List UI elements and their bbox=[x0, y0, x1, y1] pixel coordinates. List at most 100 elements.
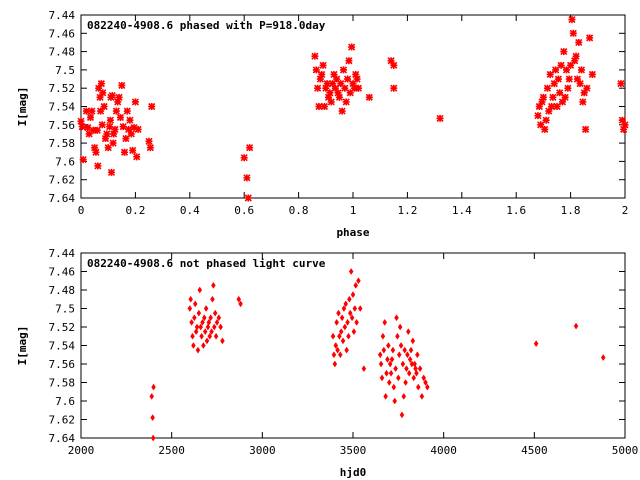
unphased-data-point bbox=[191, 342, 196, 349]
unphased-data-point bbox=[197, 286, 203, 294]
unphased-data-point bbox=[392, 397, 398, 405]
phased-data-point bbox=[126, 116, 134, 124]
phased-data-point bbox=[145, 137, 153, 145]
phased-data-point bbox=[94, 162, 102, 170]
phased-data-point bbox=[100, 102, 108, 111]
phased-data-point bbox=[341, 84, 349, 92]
phased-y-tick-label: 7.6 bbox=[55, 155, 75, 168]
unphased-data-point bbox=[421, 374, 427, 382]
unphased-y-tick-label: 7.44 bbox=[49, 247, 76, 260]
unphased-data-point bbox=[379, 374, 385, 382]
phased-x-tick-label: 1.2 bbox=[397, 204, 417, 217]
unphased-x-tick-label: 4500 bbox=[521, 444, 548, 457]
unphased-y-axis-title: I[mag] bbox=[16, 326, 29, 366]
phased-data-point bbox=[122, 134, 130, 143]
unphased-data-point bbox=[404, 365, 409, 373]
phased-data-point bbox=[84, 123, 92, 132]
phased-data-point bbox=[312, 66, 320, 74]
unphased-x-tick-label: 3000 bbox=[249, 444, 276, 457]
phased-plot-frame bbox=[80, 14, 626, 199]
phased-data-point bbox=[104, 144, 112, 152]
phased-data-point bbox=[240, 154, 248, 162]
phased-data-point bbox=[86, 113, 95, 122]
unphased-data-point bbox=[423, 379, 428, 386]
unphased-data-point bbox=[212, 309, 218, 317]
unphased-data-point bbox=[390, 346, 396, 354]
unphased-x-tick-label: 5000 bbox=[612, 444, 639, 457]
unphased-data-point bbox=[419, 392, 425, 400]
unphased-data-point bbox=[410, 337, 416, 345]
phased-data-point bbox=[148, 102, 156, 111]
phased-data-point bbox=[365, 93, 373, 101]
phased-x-tick-label: 0.6 bbox=[234, 204, 254, 217]
unphased-x-tick-label: 3500 bbox=[340, 444, 367, 457]
phased-data-point bbox=[436, 114, 444, 122]
phased-data-point bbox=[95, 84, 103, 92]
phased-data-point bbox=[553, 102, 561, 111]
unphased-data-point bbox=[417, 365, 423, 373]
phased-data-point bbox=[110, 130, 118, 138]
phased-data-point bbox=[319, 61, 327, 69]
phased-data-point bbox=[554, 75, 562, 83]
phased-data-point bbox=[108, 91, 116, 100]
phased-x-tick-label: 1.8 bbox=[561, 204, 581, 217]
phased-data-point bbox=[324, 93, 333, 101]
unphased-data-point bbox=[384, 369, 389, 377]
unphased-data-point bbox=[188, 295, 194, 303]
unphased-data-point bbox=[331, 351, 337, 359]
unphased-data-point bbox=[386, 379, 392, 386]
phased-data-point bbox=[134, 125, 142, 133]
phased-data-point bbox=[535, 102, 543, 111]
phased-data-point bbox=[103, 130, 111, 138]
phased-data-point bbox=[580, 89, 588, 97]
phased-x-tick-label: 1.4 bbox=[452, 204, 472, 217]
phased-data-point bbox=[314, 84, 322, 92]
unphased-data-point bbox=[189, 318, 194, 326]
unphased-x-tick-label: 4000 bbox=[430, 444, 457, 457]
unphased-data-point bbox=[339, 314, 345, 322]
phased-data-point bbox=[534, 112, 542, 120]
phased-data-point bbox=[583, 84, 591, 92]
phased-data-point bbox=[333, 75, 341, 83]
unphased-y-tick-label: 7.46 bbox=[49, 266, 76, 279]
unphased-data-point bbox=[192, 314, 197, 322]
unphased-data-point bbox=[411, 374, 417, 382]
unphased-data-point bbox=[209, 328, 214, 336]
unphased-y-tick-label: 7.62 bbox=[49, 414, 76, 427]
unphased-data-point bbox=[401, 392, 407, 400]
phased-data-point bbox=[320, 102, 329, 111]
unphased-data-point bbox=[334, 318, 339, 326]
phased-y-tick-label: 7.58 bbox=[49, 137, 76, 150]
phased-data-point bbox=[116, 113, 125, 122]
phased-data-point bbox=[539, 93, 547, 101]
unphased-x-tick-label: 2500 bbox=[158, 444, 185, 457]
phased-data-point bbox=[119, 123, 127, 131]
phased-data-point bbox=[565, 75, 573, 83]
phased-data-point bbox=[85, 130, 93, 138]
unphased-data-point bbox=[378, 360, 384, 368]
unphased-data-point bbox=[201, 342, 206, 349]
phased-data-point bbox=[111, 125, 119, 133]
unphased-data-point bbox=[208, 314, 213, 322]
unphased-data-point bbox=[192, 300, 198, 308]
unphased-data-point bbox=[425, 383, 430, 391]
phased-data-point bbox=[575, 38, 583, 47]
unphased-data-point bbox=[350, 291, 356, 299]
unphased-data-point bbox=[150, 414, 155, 422]
unphased-data-point bbox=[342, 323, 348, 331]
unphased-data-point bbox=[349, 314, 355, 322]
phased-data-point bbox=[101, 134, 110, 143]
unphased-data-point bbox=[414, 369, 419, 377]
phased-data-point bbox=[349, 80, 357, 88]
phased-data-point bbox=[118, 81, 126, 90]
unphased-data-point bbox=[213, 332, 219, 340]
phased-data-point bbox=[542, 116, 550, 124]
unphased-data-point bbox=[194, 323, 200, 331]
unphased-data-point bbox=[402, 346, 407, 354]
unphased-data-point bbox=[211, 281, 216, 289]
phased-data-point bbox=[96, 93, 104, 101]
phased-data-point bbox=[125, 125, 133, 133]
phased-data-point bbox=[77, 117, 85, 125]
unphased-data-point bbox=[338, 351, 343, 359]
phased-data-point bbox=[572, 52, 580, 60]
